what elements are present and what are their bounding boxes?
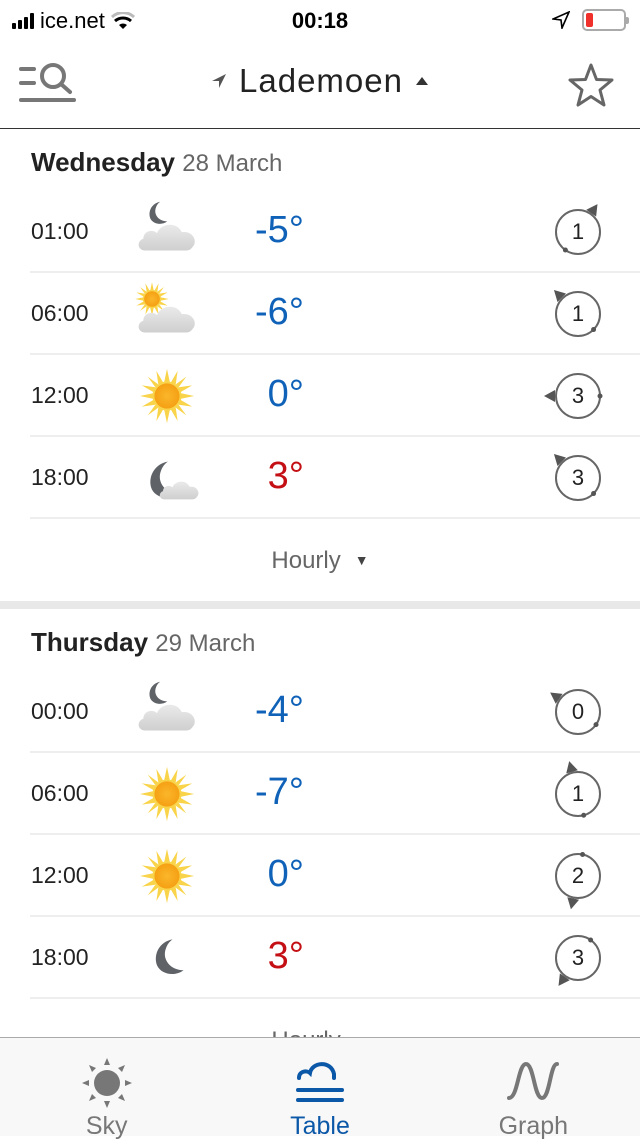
- wind-direction-arrow: [586, 204, 598, 217]
- wind-speed: 2: [571, 863, 585, 888]
- wind-speed: 3: [571, 465, 585, 490]
- moon-cloud-icon: [132, 199, 202, 265]
- wind-direction-arrow: [544, 390, 555, 402]
- day-date: 28 March: [182, 150, 283, 177]
- temperature: 0°: [267, 853, 304, 895]
- sun-icon: [132, 761, 202, 827]
- wind-indicator: 1: [544, 760, 612, 828]
- wifi-icon: [110, 12, 135, 29]
- day-header: Thursday 29 March: [0, 609, 640, 671]
- forecast-time: 12:00: [31, 382, 89, 408]
- temperature: -4°: [255, 689, 304, 731]
- day-name: Thursday: [31, 627, 149, 657]
- sun-icon: [132, 363, 202, 429]
- section-divider: [0, 601, 640, 609]
- wind-tail: [588, 937, 594, 943]
- wind-indicator: 3: [544, 444, 612, 512]
- forecast-time: 18:00: [31, 944, 89, 970]
- tab-table[interactable]: Table: [213, 1038, 426, 1140]
- moon-icon: [132, 925, 202, 991]
- carrier-name: ice.net: [40, 8, 105, 33]
- star-outline-icon[interactable]: [568, 62, 614, 108]
- wind-direction-arrow: [550, 692, 563, 704]
- caret-down-icon: ▼: [354, 552, 369, 568]
- wind-tail: [597, 393, 603, 399]
- wind-speed: 3: [571, 383, 585, 408]
- wind-direction-arrow: [553, 453, 566, 466]
- wind-indicator: 1: [544, 198, 612, 266]
- temperature: 3°: [267, 935, 304, 977]
- wind-speed: 1: [571, 219, 585, 244]
- temperature: 3°: [267, 455, 304, 497]
- wind-direction-arrow: [566, 761, 578, 774]
- forecast-row[interactable]: 12:00 0° 3: [30, 355, 640, 437]
- signal-icon: [12, 13, 34, 29]
- sun-icon: [132, 843, 202, 909]
- wind-direction-arrow: [553, 289, 566, 302]
- wind-indicator: 2: [544, 842, 612, 910]
- status-bar: ice.net 00:18: [0, 0, 640, 40]
- forecast-time: 00:00: [31, 698, 89, 724]
- wind-indicator: 3: [544, 362, 612, 430]
- wind-tail: [580, 851, 586, 857]
- wind-indicator: 0: [544, 678, 612, 746]
- day-header: Wednesday 28 March: [0, 129, 640, 191]
- wind-direction-arrow: [567, 897, 580, 910]
- forecast-row[interactable]: 06:00 -7° 1: [30, 753, 640, 835]
- moon-small-cloud-icon: [132, 445, 202, 511]
- wave-icon: [507, 1061, 560, 1101]
- hourly-toggle[interactable]: Hourly ▼: [0, 519, 640, 601]
- forecast-time: 06:00: [31, 300, 89, 326]
- sun-icon: [81, 1058, 132, 1108]
- moon-cloud-icon: [132, 679, 202, 745]
- forecast-time: 18:00: [31, 464, 89, 490]
- wind-tail: [562, 247, 568, 253]
- temperature: -7°: [255, 771, 304, 813]
- day-name: Wednesday: [31, 147, 176, 177]
- wind-speed: 0: [571, 699, 585, 724]
- wind-tail: [593, 722, 599, 728]
- forecast-row[interactable]: 18:00 3° 3: [30, 917, 640, 999]
- forecast-row[interactable]: 06:00 -6° 1: [30, 273, 640, 355]
- tab-graph[interactable]: Graph: [427, 1038, 640, 1140]
- forecast-row[interactable]: 12:00 0° 2: [30, 835, 640, 917]
- temperature: -6°: [255, 291, 304, 333]
- tab-bar: Sky Table Graph: [0, 1037, 640, 1140]
- wind-speed: 3: [571, 945, 585, 970]
- cloud-lines-icon: [295, 1062, 344, 1102]
- caret-up-icon: [415, 77, 428, 85]
- day-date: 29 March: [155, 630, 256, 657]
- wind-tail: [591, 491, 597, 497]
- tab-label: Table: [290, 1112, 350, 1140]
- clock: 00:18: [291, 8, 349, 33]
- menu-search-icon[interactable]: [18, 62, 78, 106]
- location-selector[interactable]: Lademoen: [0, 62, 640, 100]
- location-name: Lademoen: [239, 62, 403, 99]
- battery-icon: [582, 9, 629, 31]
- temperature: 0°: [267, 373, 304, 415]
- temperature: -5°: [255, 209, 304, 251]
- location-arrow-icon: [212, 74, 227, 88]
- nav-bar: Lademoen: [0, 40, 640, 129]
- forecast-row[interactable]: 00:00 -4° 0: [30, 671, 640, 753]
- forecast-time: 01:00: [31, 218, 89, 244]
- forecast-time: 12:00: [31, 862, 89, 888]
- wind-tail: [581, 812, 587, 818]
- tab-sky[interactable]: Sky: [0, 1038, 213, 1140]
- hourly-label: Hourly: [271, 547, 341, 574]
- forecast-row[interactable]: 18:00 3° 3: [30, 437, 640, 519]
- wind-indicator: 3: [544, 924, 612, 992]
- wind-tail: [591, 327, 597, 333]
- wind-direction-arrow: [558, 973, 570, 986]
- sun-cloud-icon: [132, 281, 202, 347]
- forecast-time: 06:00: [31, 780, 89, 806]
- tab-label: Sky: [85, 1112, 128, 1140]
- wind-indicator: 1: [544, 280, 612, 348]
- forecast-table: Wednesday 28 March 01:00 -5° 1 06:00 -6° 1 12:0…: [0, 129, 640, 1081]
- tab-label: Graph: [498, 1112, 569, 1140]
- wind-speed: 1: [571, 781, 585, 806]
- wind-speed: 1: [571, 301, 585, 326]
- location-arrow-icon: [552, 11, 570, 29]
- forecast-row[interactable]: 01:00 -5° 1: [30, 191, 640, 273]
